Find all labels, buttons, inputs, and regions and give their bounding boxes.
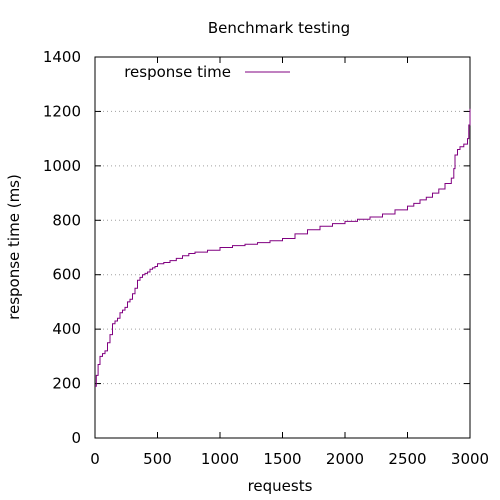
- legend: response time: [124, 63, 290, 81]
- y-tick-label: 400: [52, 320, 81, 338]
- x-tick-label: 500: [143, 450, 172, 468]
- x-tick-label: 2500: [388, 450, 426, 468]
- y-tick-label: 1200: [43, 102, 81, 120]
- y-tick-label: 800: [52, 211, 81, 229]
- y-axis-label: response time (ms): [5, 174, 23, 320]
- x-tick-label: 3000: [451, 450, 489, 468]
- y-tick-label: 0: [71, 429, 81, 447]
- grid-lines: [95, 110, 470, 385]
- legend-label-response-time: response time: [124, 63, 231, 81]
- y-tick-label: 200: [52, 375, 81, 393]
- x-axis-label: requests: [248, 477, 313, 495]
- series-line-0: [95, 108, 471, 387]
- x-tick-label: 0: [90, 450, 100, 468]
- x-tick-label: 1500: [263, 450, 301, 468]
- y-tick-label: 1400: [43, 48, 81, 66]
- y-tick-label: 1000: [43, 157, 81, 175]
- x-tick-label: 2000: [326, 450, 364, 468]
- plot-frame: [94, 56, 471, 439]
- chart-title: Benchmark testing: [208, 19, 350, 37]
- x-tick-label: 1000: [201, 450, 239, 468]
- series-group: [95, 108, 471, 387]
- y-tick-label: 600: [52, 266, 81, 284]
- axis-ticks: 0 200 400 600 800 1000 1200 1400 0 500 1000 1500 200…: [43, 48, 489, 468]
